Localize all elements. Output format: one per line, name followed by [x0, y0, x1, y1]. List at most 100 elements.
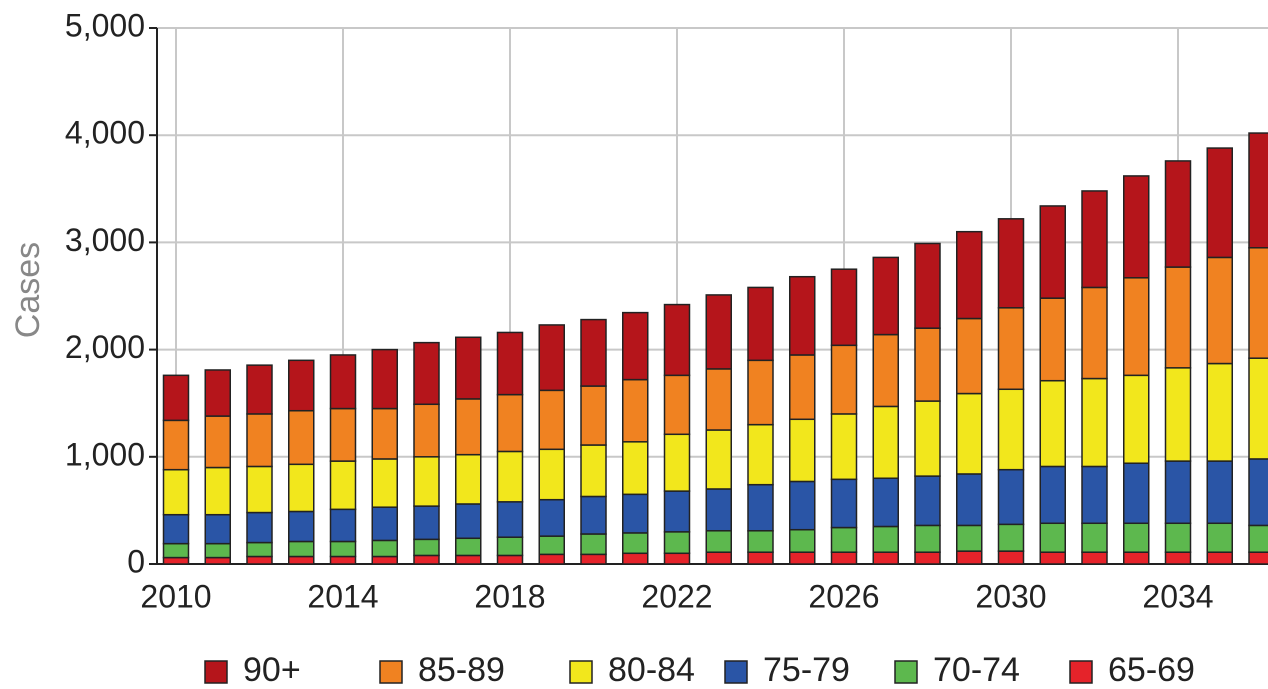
bar-segment: [872, 405, 899, 479]
bar-segment: [622, 493, 649, 534]
bar-segment: [872, 551, 899, 565]
bar-segment: [455, 537, 482, 557]
y-tick-label: 5,000: [65, 7, 145, 43]
bar-segment: [1206, 522, 1233, 553]
bar-segment: [830, 413, 858, 481]
bar-segment: [705, 368, 732, 431]
bar-segment: [1039, 465, 1066, 525]
bar-segment: [580, 385, 607, 446]
bar-segment: [162, 374, 190, 422]
bar-segment: [204, 542, 231, 559]
bar-segment: [1123, 175, 1150, 279]
bar-segment: [914, 400, 941, 477]
bar-segment: [371, 506, 398, 542]
bar-segment: [455, 554, 482, 565]
bar-segment: [622, 552, 649, 565]
bar-segment: [413, 341, 440, 406]
bar-segment: [956, 524, 983, 552]
legend-swatch: [204, 660, 228, 684]
bar-segment: [1206, 147, 1233, 259]
bar-segment: [538, 535, 565, 556]
bar-segment: [538, 498, 565, 537]
x-tick-label: 2022: [641, 578, 712, 614]
bar-segment: [538, 553, 565, 565]
bar-segment: [830, 551, 858, 565]
bar-segment: [204, 513, 231, 545]
bar-segment: [371, 539, 398, 558]
bar-segment: [956, 392, 983, 475]
bar-segment: [162, 542, 190, 559]
bar-segment: [705, 294, 732, 370]
bar-segment: [789, 551, 816, 565]
bar-segment: [1248, 458, 1268, 527]
bar-segment: [1039, 379, 1066, 468]
bar-segment: [956, 317, 983, 395]
bar-segment: [1123, 551, 1150, 565]
bar-segment: [329, 540, 357, 558]
y-axis-label: Cases: [9, 242, 47, 338]
bar-segment: [872, 477, 899, 528]
bar-segment: [246, 555, 273, 565]
bar-segment: [830, 478, 858, 529]
bar-segment: [413, 456, 440, 507]
bar-segment: [747, 423, 774, 486]
bar-segment: [622, 532, 649, 555]
bar-segment: [789, 275, 816, 356]
bar-segment: [162, 556, 190, 565]
bar-segment: [329, 354, 357, 410]
bar-segment: [663, 490, 691, 533]
bar-segment: [663, 433, 691, 492]
bar-segment: [329, 508, 357, 543]
bar-segment: [872, 525, 899, 553]
bar-segment: [663, 531, 691, 555]
bar-segment: [997, 307, 1025, 391]
bar-segment: [496, 331, 524, 396]
bar-segment: [1206, 460, 1233, 525]
x-tick-label: 2026: [808, 578, 879, 614]
legend-label: 75-79: [763, 651, 850, 689]
bar-segment: [747, 551, 774, 565]
bar-segment: [997, 523, 1025, 552]
bar-segment: [580, 495, 607, 535]
bar-segment: [496, 554, 524, 565]
bar-segment: [371, 348, 398, 410]
x-tick-label: 2034: [1142, 578, 1213, 614]
bar-segment: [288, 510, 315, 543]
bar-segment: [1039, 205, 1066, 299]
bar-segment: [789, 480, 816, 531]
bar-segment: [246, 364, 273, 415]
bar-segment: [329, 460, 357, 511]
bar-segment: [538, 448, 565, 501]
bar-segment: [1164, 160, 1192, 268]
bar-segment: [1123, 277, 1150, 377]
bar-segment: [872, 333, 899, 408]
bar-segment: [455, 503, 482, 540]
bar-segment: [371, 555, 398, 565]
bar-segment: [1206, 362, 1233, 462]
bar-segment: [1248, 132, 1268, 249]
bar-segment: [1164, 266, 1192, 369]
x-tick-label: 2018: [474, 578, 545, 614]
bar-segment: [997, 550, 1025, 565]
bar-segment: [747, 483, 774, 532]
bar-segment: [371, 407, 398, 460]
bar-segment: [204, 369, 231, 417]
bar-segment: [914, 551, 941, 565]
bar-segment: [538, 389, 565, 451]
bar-segment: [496, 450, 524, 503]
bar-segment: [580, 553, 607, 565]
bar-segment: [956, 230, 983, 320]
bar-segment: [288, 409, 315, 466]
bar-segment: [1081, 190, 1108, 289]
bar-segment: [1081, 551, 1108, 565]
bar-segment: [288, 463, 315, 513]
bar-segment: [1164, 551, 1192, 565]
bar-segment: [1164, 367, 1192, 462]
bar-segment: [747, 530, 774, 553]
bar-segment: [288, 540, 315, 558]
bar-segment: [580, 318, 607, 387]
bar-segment: [956, 550, 983, 565]
bar-segment: [580, 444, 607, 498]
bar-segment: [1039, 522, 1066, 553]
